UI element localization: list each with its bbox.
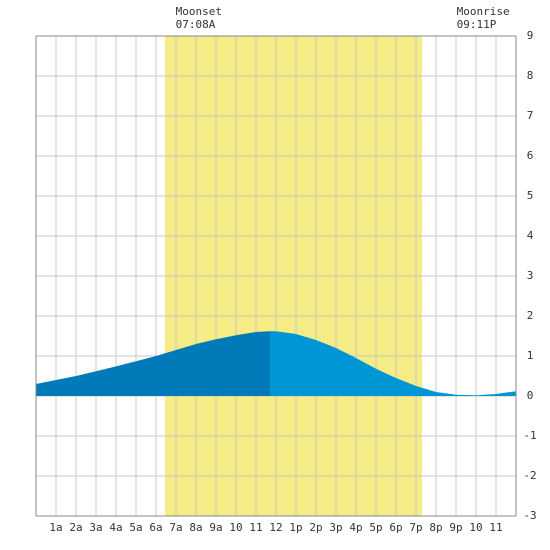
event-time: 09:11P (457, 18, 497, 31)
x-tick-label: 9a (209, 521, 222, 534)
event-name: Moonrise (457, 5, 510, 18)
x-tick-label: 4p (349, 521, 362, 534)
x-tick-label: 10 (469, 521, 482, 534)
y-tick-label: 0 (527, 389, 534, 402)
x-tick-label: 7a (169, 521, 182, 534)
x-tick-label: 11 (489, 521, 502, 534)
y-tick-label: 9 (527, 29, 534, 42)
x-tick-label: 3a (89, 521, 102, 534)
x-tick-label: 8p (429, 521, 442, 534)
x-tick-label: 6a (149, 521, 162, 534)
x-tick-label: 5a (129, 521, 142, 534)
x-tick-label: 8a (189, 521, 202, 534)
x-tick-label: 4a (109, 521, 122, 534)
y-tick-label: 3 (527, 269, 534, 282)
x-tick-label: 5p (369, 521, 382, 534)
y-tick-label: -3 (523, 509, 536, 522)
x-tick-label: 11 (249, 521, 262, 534)
x-tick-label: 6p (389, 521, 402, 534)
y-tick-label: -1 (523, 429, 536, 442)
x-tick-label: 12 (269, 521, 282, 534)
plot-border (35, 35, 517, 517)
x-tick-label: 1p (289, 521, 302, 534)
x-tick-label: 9p (449, 521, 462, 534)
event-name: Moonset (176, 5, 222, 18)
tide-area (270, 331, 516, 396)
y-tick-label: 8 (527, 69, 534, 82)
x-tick-label: 10 (229, 521, 242, 534)
event-time: 07:08A (176, 18, 216, 31)
x-tick-label: 2a (69, 521, 82, 534)
x-tick-label: 7p (409, 521, 422, 534)
y-tick-label: 2 (527, 309, 534, 322)
y-tick-label: 7 (527, 109, 534, 122)
y-tick-label: 1 (527, 349, 534, 362)
x-tick-label: 3p (329, 521, 342, 534)
tide-area (36, 331, 270, 396)
y-tick-label: -2 (523, 469, 536, 482)
x-tick-label: 2p (309, 521, 322, 534)
y-tick-label: 5 (527, 189, 534, 202)
x-tick-label: 1a (49, 521, 62, 534)
y-tick-label: 4 (527, 229, 534, 242)
y-tick-label: 6 (527, 149, 534, 162)
